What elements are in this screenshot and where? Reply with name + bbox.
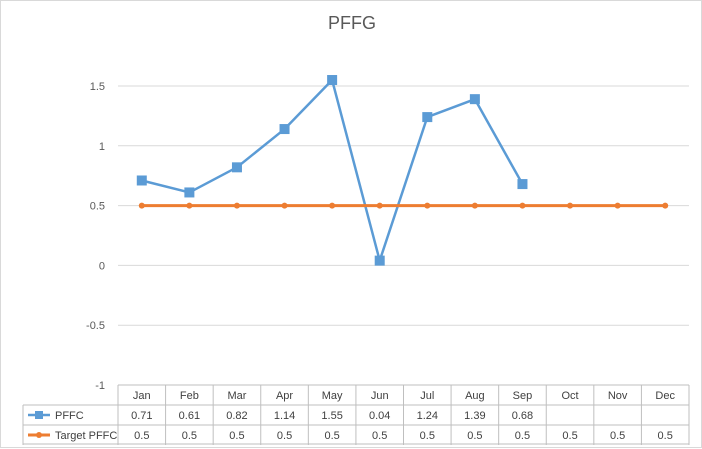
- x-tick-label: Nov: [608, 390, 628, 402]
- data-label: 0.82: [226, 410, 247, 422]
- x-tick-label: Jun: [371, 390, 389, 402]
- data-table: Jan Feb Mar Apr May Jun Jul Aug Sep Oct Nov Dec PFFC…: [22, 384, 690, 445]
- data-label: 0.5: [372, 430, 387, 442]
- data-label: 0.5: [562, 430, 577, 442]
- data-point: [424, 202, 431, 209]
- legend-key-marker: [35, 411, 43, 419]
- data-label: 1.14: [274, 410, 295, 422]
- data-label: 0.5: [610, 430, 625, 442]
- data-point: [517, 179, 528, 190]
- data-label: 0.5: [182, 430, 197, 442]
- data-label: 0.5: [277, 430, 292, 442]
- data-point: [422, 112, 433, 123]
- data-point: [471, 202, 478, 209]
- data-point: [329, 202, 336, 209]
- data-point: [469, 94, 480, 105]
- data-point: [567, 202, 574, 209]
- x-tick-label: Feb: [180, 390, 199, 402]
- legend-label: Target PFFC: [55, 430, 117, 442]
- chart-title: PFFG: [328, 13, 376, 33]
- x-tick-label: Mar: [227, 390, 246, 402]
- data-label: 0.5: [420, 430, 435, 442]
- x-tick-label: Oct: [561, 390, 578, 402]
- data-label: 1.39: [464, 410, 485, 422]
- y-tick-label: 0: [99, 260, 105, 272]
- y-axis: 1.5 1 0.5 0 -0.5 -1: [86, 81, 105, 392]
- series-group: [136, 75, 669, 266]
- y-tick-label: 1: [99, 141, 105, 153]
- data-point: [186, 202, 193, 209]
- x-tick-label: Dec: [655, 390, 675, 402]
- data-label: 0.5: [515, 430, 530, 442]
- data-label: 0.5: [134, 430, 149, 442]
- data-label: 0.5: [658, 430, 673, 442]
- legend-key-marker: [36, 432, 42, 438]
- series-target-pffc: [138, 202, 669, 209]
- data-label: 0.04: [369, 410, 390, 422]
- x-tick-label: May: [322, 390, 343, 402]
- y-tick-label: 1.5: [90, 81, 105, 93]
- y-tick-label: -1: [95, 380, 105, 392]
- data-label: 0.61: [179, 410, 200, 422]
- data-point: [374, 255, 385, 266]
- y-tick-label: 0.5: [90, 201, 105, 213]
- x-tick-label: Jan: [133, 390, 151, 402]
- data-point: [662, 202, 669, 209]
- x-tick-label: Jul: [420, 390, 434, 402]
- data-point: [138, 202, 145, 209]
- data-point: [184, 187, 195, 198]
- data-label: 0.5: [467, 430, 482, 442]
- data-point: [376, 202, 383, 209]
- data-point: [327, 75, 338, 86]
- series-line: [141, 78, 524, 262]
- data-label: 0.5: [324, 430, 339, 442]
- data-point: [614, 202, 621, 209]
- data-point: [279, 124, 290, 135]
- data-label: 1.55: [321, 410, 342, 422]
- data-label: 0.5: [229, 430, 244, 442]
- series-pffc: [136, 75, 528, 266]
- x-tick-label: Sep: [513, 390, 533, 402]
- data-point: [231, 162, 242, 173]
- x-tick-label: Apr: [276, 390, 293, 402]
- data-point: [281, 202, 288, 209]
- data-point: [233, 202, 240, 209]
- data-label: 0.68: [512, 410, 533, 422]
- data-point: [519, 202, 526, 209]
- x-tick-label: Aug: [465, 390, 485, 402]
- y-tick-label: -0.5: [86, 320, 105, 332]
- data-label: 1.24: [417, 410, 438, 422]
- data-label: 0.71: [131, 410, 152, 422]
- legend-label: PFFC: [55, 410, 84, 422]
- data-point: [136, 175, 147, 186]
